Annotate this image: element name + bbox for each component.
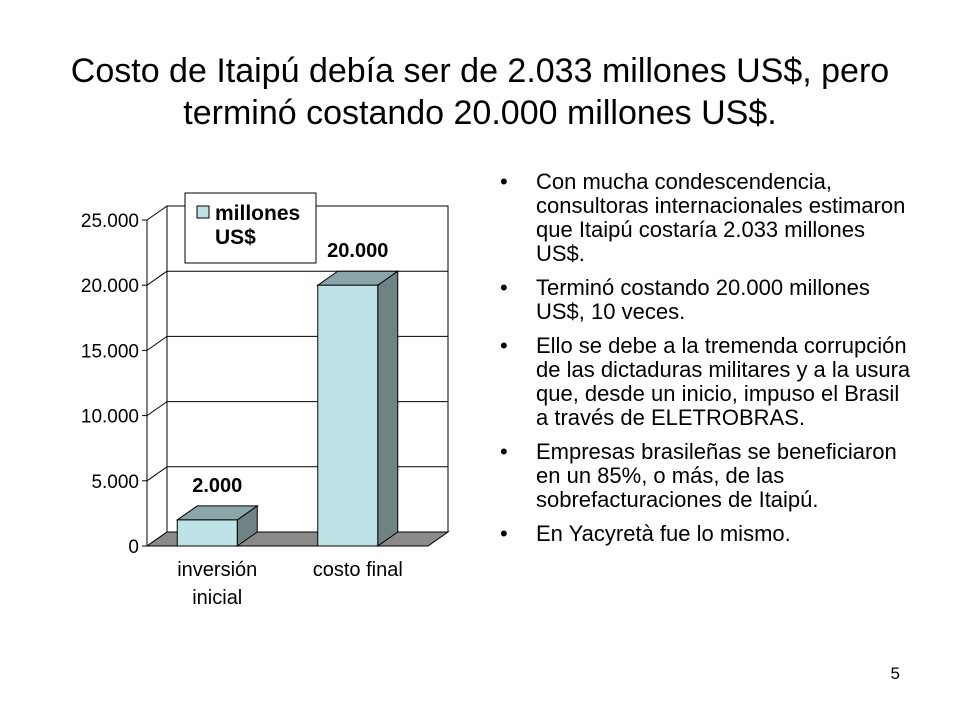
bullet-text: Terminó costando 20.000 millones US$, 10… <box>536 275 870 324</box>
bullet-icon: • <box>500 521 508 546</box>
bullet-item: • Empresas brasileñas se beneficiaron en … <box>496 440 916 512</box>
bullet-text: Empresas brasileñas se beneficiaron en u… <box>536 439 897 512</box>
gridline-depth <box>146 466 168 482</box>
title-line-1: Costo de Itaipú debía ser de 2.033 millo… <box>70 52 890 90</box>
bullet-text: En Yacyretà fue lo mismo. <box>536 521 791 546</box>
gridline-depth <box>146 335 168 351</box>
bullet-icon: • <box>500 275 508 300</box>
gridline-depth <box>146 270 168 286</box>
y-tick-label: 0 <box>128 537 139 558</box>
y-tick-label: 10.000 <box>81 407 139 428</box>
bar <box>317 284 379 547</box>
legend-box <box>184 192 317 264</box>
x-tick-label: inversión <box>177 559 257 581</box>
legend-label: millones <box>215 202 300 225</box>
y-tick-label: 25.000 <box>81 211 139 232</box>
chart-svg: 0 5.000 10.000 15.000 20.000 25.000 2.000 inver… <box>81 192 450 609</box>
x-tick-label: costo final <box>313 559 403 581</box>
bar-chart: 0 5.000 10.000 15.000 20.000 25.000 2.000 inver… <box>40 180 480 620</box>
gridline-depth <box>146 205 168 221</box>
bullet-text: Con mucha condescendencia, consultoras i… <box>536 169 906 266</box>
title-line-2: terminó costando 20.000 millones US$. <box>183 94 777 132</box>
bullet-item: • Ello se debe a la tremenda corrupción d… <box>496 334 916 430</box>
bullet-list: • Con mucha condescendencia, consultoras … <box>496 170 916 556</box>
bullet-text: Ello se debe a la tremenda corrupción de… <box>536 333 911 430</box>
page-number: 5 <box>890 664 900 683</box>
bullet-item: • Terminó costando 20.000 millones US$, 1… <box>496 276 916 324</box>
bullet-item: • En Yacyretà fue lo mismo. <box>496 522 916 546</box>
bar <box>176 519 238 547</box>
bar-side <box>377 270 399 547</box>
bullet-item: • Con mucha condescendencia, consultoras … <box>496 170 916 266</box>
legend-swatch <box>196 205 210 219</box>
bullet-icon: • <box>500 333 508 358</box>
data-label: 2.000 <box>192 475 242 497</box>
x-tick-label: inicial <box>192 587 242 609</box>
bullet-icon: • <box>500 439 508 464</box>
data-label: 20.000 <box>327 240 388 262</box>
bullet-icon: • <box>500 169 508 194</box>
y-tick-label: 5.000 <box>91 472 139 493</box>
y-tick-label: 20.000 <box>81 276 139 297</box>
slide-title: Costo de Itaipú debía ser de 2.033 millo… <box>40 50 920 134</box>
legend-label: US$ <box>215 226 256 249</box>
gridline-depth <box>146 401 168 417</box>
y-tick-label: 15.000 <box>81 341 139 362</box>
